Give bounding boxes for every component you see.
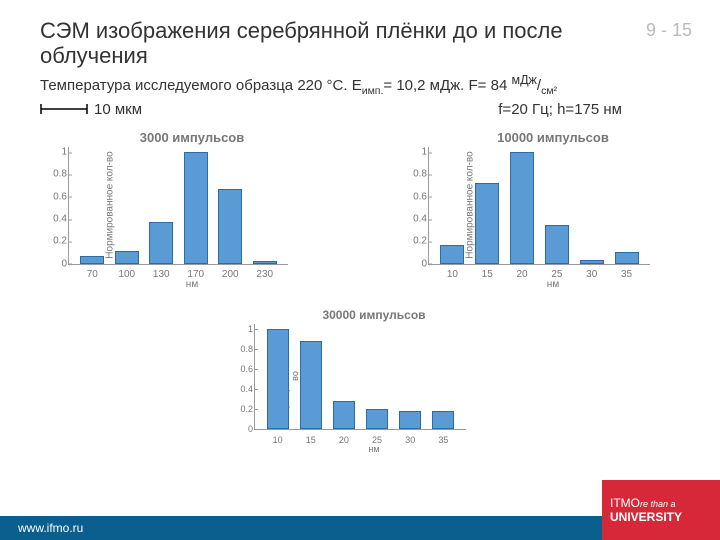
plot-area: Нормированное кол-во00.20.40.60.81701001… (68, 147, 288, 265)
bars (255, 324, 466, 429)
y-ticks: 00.20.40.60.81 (41, 147, 67, 264)
scale-bar-label: 10 мкм (94, 101, 142, 118)
bar (580, 260, 604, 263)
chart-30000: 30000 импульсов Нормированное кол-во00.20… (248, 308, 500, 454)
bar (267, 329, 289, 429)
bar (545, 225, 569, 264)
bar (440, 245, 464, 264)
scale-bar-icon (40, 103, 88, 115)
x-axis-label: нм (248, 444, 500, 454)
bar (475, 183, 499, 263)
chart-title: 3000 импульсов (62, 130, 322, 145)
bar (115, 251, 139, 263)
header: СЭМ изображения серебрянной плёнки до и … (0, 0, 720, 122)
subtitle-line1: Температура исследуемого образца 220 °C.… (40, 73, 692, 97)
chart-title: 30000 импульсов (248, 308, 500, 322)
plot-area: Нормированное кол-во00.20.40.60.81101520… (254, 324, 466, 430)
bar (149, 222, 173, 263)
chart-10000: 10000 импульсов Нормированное кол-во00.20… (422, 130, 684, 290)
bar (184, 152, 208, 263)
bars (429, 147, 650, 264)
bars (69, 147, 288, 264)
footer-url: www.ifmo.ru (0, 521, 83, 535)
bar (432, 411, 454, 429)
x-axis-label: нм (422, 279, 684, 290)
bar (510, 152, 534, 263)
x-axis-label: нм (62, 279, 322, 290)
charts-area: 3000 импульсов Нормированное кол-во00.20.… (0, 130, 720, 490)
plot-area: Нормированное кол-во00.20.40.60.81101520… (428, 147, 650, 265)
bar (615, 252, 639, 263)
x-ticks: 101520253035 (429, 269, 650, 280)
bar (366, 409, 388, 429)
itmo-badge: ITMOre than a UNIVERSITY (602, 480, 720, 540)
subtitle-line2: 10 мкм f=20 Гц; h=175 нм (40, 101, 692, 118)
freq-height: f=20 Гц; h=175 нм (498, 101, 622, 118)
scale-bar: 10 мкм (40, 101, 142, 118)
page-number: 9 - 15 (646, 18, 692, 41)
slide: СЭМ изображения серебрянной плёнки до и … (0, 0, 720, 540)
x-ticks: 101520253035 (255, 435, 466, 445)
bar (80, 256, 104, 264)
chart-3000: 3000 импульсов Нормированное кол-во00.20.… (62, 130, 322, 290)
footer: www.ifmo.ru ITMOre than a UNIVERSITY (0, 516, 720, 540)
bar (218, 189, 242, 264)
chart-title: 10000 импульсов (422, 130, 684, 145)
y-ticks: 00.20.40.60.81 (401, 147, 427, 264)
bar (399, 411, 421, 429)
x-ticks: 70100130170200230 (69, 269, 288, 280)
bar (333, 401, 355, 429)
bar (300, 341, 322, 429)
y-ticks: 00.20.40.60.81 (227, 324, 253, 429)
bar (253, 261, 277, 263)
slide-title: СЭМ изображения серебрянной плёнки до и … (40, 18, 600, 69)
